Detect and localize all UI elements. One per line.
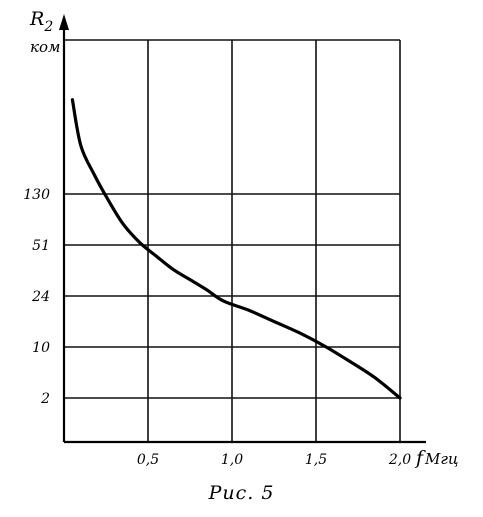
x-tick-labels: 0,5 1,0 1,5 2,0 [137,452,411,468]
y-axis-label: R2 [29,8,53,35]
figure-caption: Рис. 5 [208,482,275,504]
grid [64,39,401,442]
y-axis-arrow [59,14,69,30]
y-tick-label: 10 [32,340,50,356]
x-tick-label: 0,5 [137,452,159,468]
y-tick-label: 130 [23,187,50,203]
chart: 0,5 1,0 1,5 2,0 2 10 24 51 130 R2 ком f Мгц [23,8,458,469]
y-tick-label: 2 [40,391,50,407]
series-curve [70,98,402,400]
y-tick-labels: 2 10 24 51 130 [23,187,50,407]
x-tick-label: 2,0 [388,452,411,468]
y-tick-label: 24 [31,289,50,305]
y-axis-unit: ком [30,38,60,56]
y-tick-label: 51 [32,238,50,254]
x-tick-label: 1,0 [221,452,243,468]
x-tick-label: 1,5 [305,452,327,468]
x-axis-label: f Мгц [414,447,458,469]
